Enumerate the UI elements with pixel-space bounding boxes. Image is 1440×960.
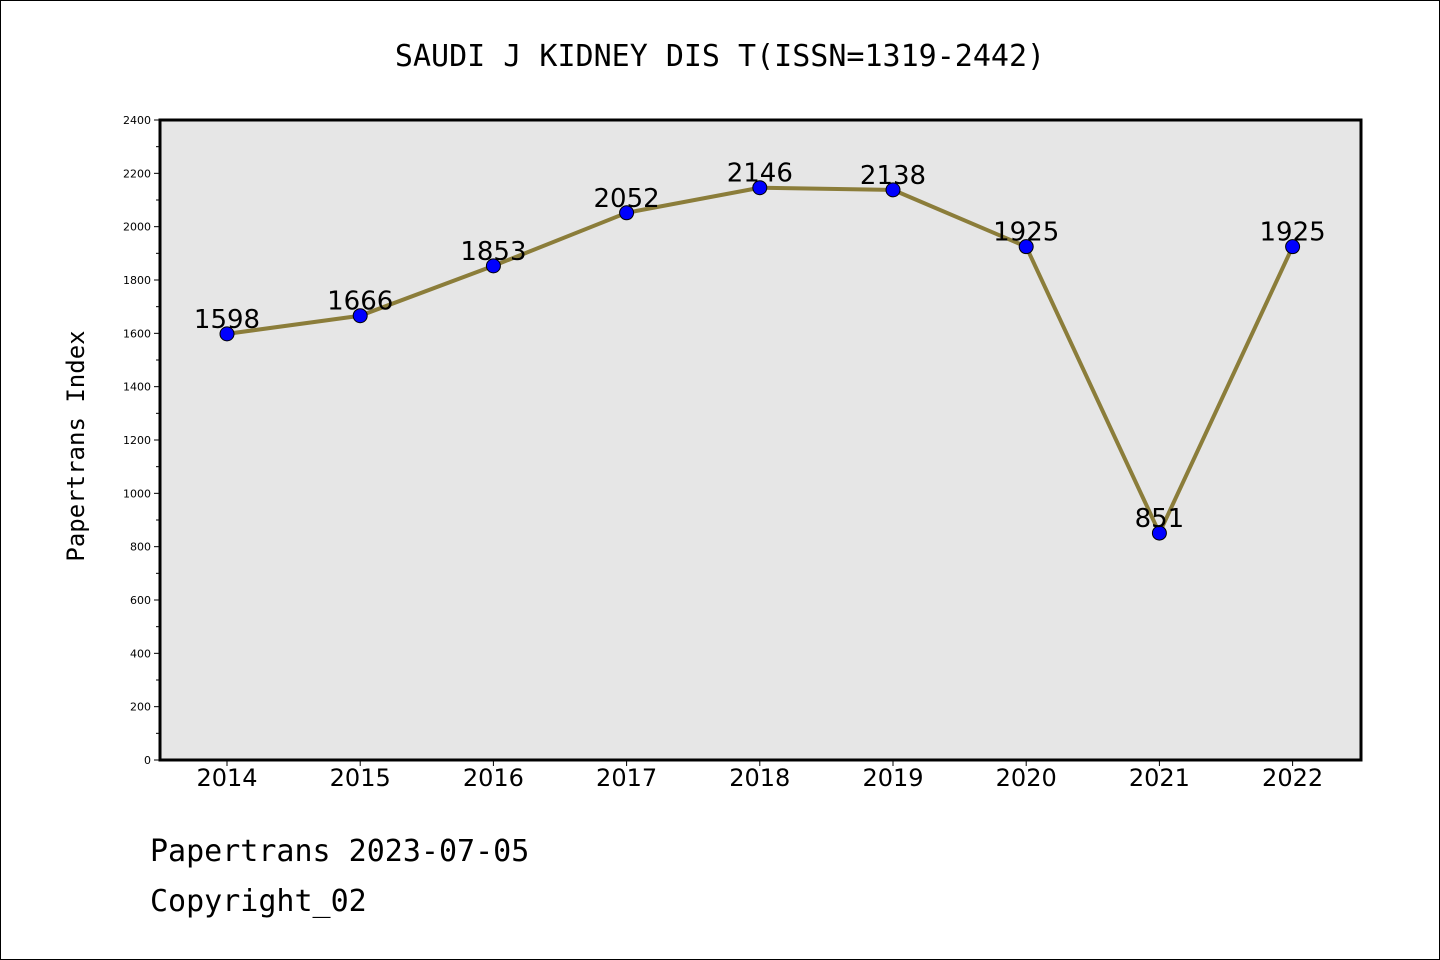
data-point-marker: [885, 182, 901, 198]
series-layer: [219, 180, 1301, 541]
y-tick-label: 2400: [123, 114, 151, 127]
data-label: 2052: [594, 184, 660, 214]
footer-source: Papertrans 2023-07-05: [150, 834, 530, 869]
x-tick-label: 2019: [862, 764, 923, 792]
y-axis-label: Papertrans Index: [62, 330, 90, 561]
data-point-marker: [752, 180, 768, 196]
y-axis: 0 200 400 600 800 1000 1200 1400 1600 1800 2000 220…: [123, 114, 160, 767]
y-tick-label: 1400: [123, 381, 151, 394]
y-tick-label: 200: [130, 701, 151, 714]
data-label: 1925: [1260, 218, 1326, 248]
y-tick-label: 1200: [123, 434, 151, 447]
x-tick-label: 2014: [196, 764, 257, 792]
x-tick-label: 2017: [596, 764, 657, 792]
plot-area: [158, 118, 1363, 762]
x-axis: 2014 2015 2016 2017 2018 2019 2020 2021 2022: [196, 760, 1323, 792]
data-label: 1925: [993, 218, 1059, 248]
data-label-layer: 1598 1666 1853 2052 2146 2138 1925 851 1925: [194, 159, 1326, 534]
y-tick-label: 1000: [123, 487, 151, 500]
data-point-marker: [352, 308, 368, 324]
y-tick-label: 2000: [123, 221, 151, 234]
data-label: 1853: [460, 237, 526, 267]
y-tick-label: 400: [130, 647, 151, 660]
x-tick-label: 2015: [330, 764, 391, 792]
x-tick-label: 2018: [729, 764, 790, 792]
x-tick-label: 2022: [1262, 764, 1323, 792]
data-label: 2138: [860, 161, 926, 191]
y-tick-label: 600: [130, 594, 151, 607]
data-label: 2146: [727, 159, 793, 189]
data-point-marker: [1151, 525, 1167, 541]
data-label: 1666: [327, 287, 393, 317]
data-point-marker: [219, 326, 235, 342]
data-point-marker: [619, 205, 635, 221]
y-tick-label: 1600: [123, 327, 151, 340]
data-point-marker: [1018, 239, 1034, 255]
y-tick-label: 800: [130, 541, 151, 554]
data-point-marker: [1285, 239, 1301, 255]
x-tick-label: 2016: [463, 764, 524, 792]
data-label: 851: [1135, 504, 1185, 534]
x-tick-label: 2020: [996, 764, 1057, 792]
y-tick-label: 0: [144, 754, 151, 767]
x-tick-label: 2021: [1129, 764, 1190, 792]
data-label: 1598: [194, 305, 260, 335]
data-point-marker: [485, 258, 501, 274]
y-tick-label: 1800: [123, 274, 151, 287]
chart-title: SAUDI J KIDNEY DIS T(ISSN=1319-2442): [395, 39, 1045, 74]
y-tick-label: 2200: [123, 167, 151, 180]
footer-copyright: Copyright_02: [150, 884, 367, 919]
